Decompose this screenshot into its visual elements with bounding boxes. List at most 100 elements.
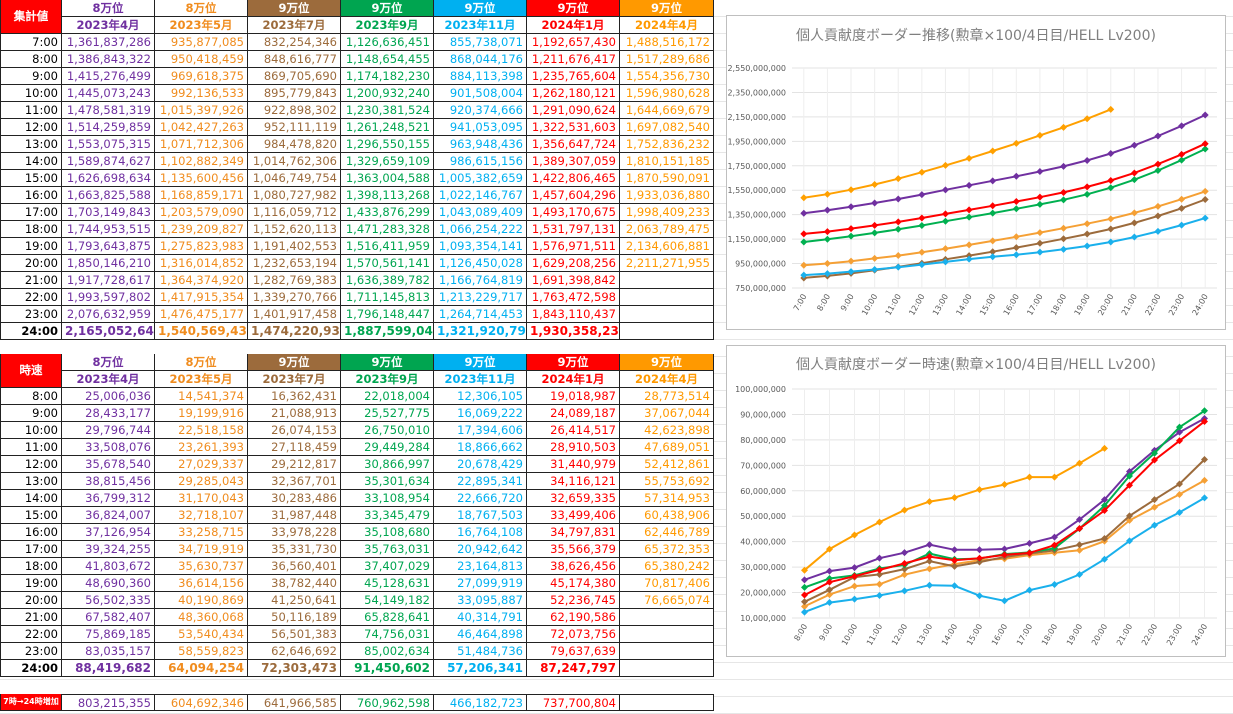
y-tick-label: 10,000,000 bbox=[740, 614, 786, 623]
value-cell: 22,666,720 bbox=[434, 490, 527, 507]
value-cell bbox=[620, 272, 714, 289]
point-marker bbox=[1060, 196, 1068, 204]
point-marker bbox=[1026, 539, 1033, 547]
y-tick-label: 90,000,000 bbox=[740, 410, 786, 419]
value-cell: 2,165,052,641 bbox=[62, 323, 155, 340]
point-marker bbox=[1130, 169, 1138, 177]
x-tick-label: 17:00 bbox=[1015, 623, 1034, 647]
point-marker bbox=[989, 237, 997, 245]
value-cell: 33,095,887 bbox=[434, 592, 527, 609]
time-cell: 14:00 bbox=[0, 153, 62, 170]
value-cell: 27,029,337 bbox=[155, 456, 248, 473]
value-cell bbox=[620, 660, 714, 677]
value-cell: 35,763,031 bbox=[341, 541, 434, 558]
point-marker bbox=[876, 570, 883, 578]
value-cell: 22,518,158 bbox=[155, 422, 248, 439]
value-cell: 1,514,259,859 bbox=[62, 119, 155, 136]
rank-header: 9万位 bbox=[620, 0, 714, 17]
value-cell bbox=[620, 323, 714, 340]
point-marker bbox=[1107, 238, 1115, 246]
x-tick-label: 14:00 bbox=[940, 623, 959, 647]
x-tick-label: 22:00 bbox=[1140, 623, 1159, 647]
value-cell: 1,264,714,453 bbox=[434, 306, 527, 323]
value-cell: 1,457,604,296 bbox=[527, 187, 620, 204]
value-cell: 1,998,409,233 bbox=[620, 204, 714, 221]
value-cell: 24,089,187 bbox=[527, 405, 620, 422]
value-cell: 26,074,153 bbox=[248, 422, 341, 439]
value-cell: 1,517,289,686 bbox=[620, 51, 714, 68]
period-header: 2023年11月 bbox=[434, 17, 527, 34]
value-cell: 1,389,307,059 bbox=[527, 153, 620, 170]
value-cell: 1,697,082,540 bbox=[620, 119, 714, 136]
y-tick-label: 2,550,000,000 bbox=[727, 64, 786, 73]
point-marker bbox=[1151, 503, 1158, 511]
point-marker bbox=[951, 582, 958, 590]
point-marker bbox=[1036, 248, 1044, 256]
value-cell: 31,440,979 bbox=[527, 456, 620, 473]
value-cell: 45,174,380 bbox=[527, 575, 620, 592]
point-marker bbox=[894, 225, 902, 233]
point-marker bbox=[801, 608, 808, 616]
value-cell: 895,779,843 bbox=[248, 85, 341, 102]
chart-title: 個人貢献度ボーダー時速(勲章×100/4日目/HELL Lv200) bbox=[796, 356, 1156, 373]
point-marker bbox=[1026, 586, 1033, 594]
point-marker bbox=[851, 572, 858, 580]
time-cell: 10:00 bbox=[0, 85, 62, 102]
point-marker bbox=[1036, 239, 1044, 247]
value-cell: 37,126,954 bbox=[62, 524, 155, 541]
value-cell: 26,414,517 bbox=[527, 422, 620, 439]
value-cell: 18,767,503 bbox=[434, 507, 527, 524]
value-cell: 35,566,379 bbox=[527, 541, 620, 558]
y-tick-label: 100,000,000 bbox=[735, 385, 786, 394]
point-marker bbox=[989, 202, 997, 210]
time-cell: 18:00 bbox=[0, 221, 62, 238]
value-cell: 1,043,089,409 bbox=[434, 204, 527, 221]
point-marker bbox=[1154, 202, 1162, 210]
value-cell: 28,773,514 bbox=[620, 388, 714, 405]
point-marker bbox=[1130, 176, 1138, 184]
time-cell: 11:00 bbox=[0, 439, 62, 456]
point-marker bbox=[976, 592, 983, 600]
value-cell: 1,166,764,819 bbox=[434, 272, 527, 289]
point-marker bbox=[918, 222, 926, 230]
value-cell: 1,644,669,679 bbox=[620, 102, 714, 119]
value-cell: 952,111,119 bbox=[248, 119, 341, 136]
rank-header: 9万位 bbox=[434, 354, 527, 371]
value-cell: 26,750,010 bbox=[341, 422, 434, 439]
point-marker bbox=[1178, 156, 1186, 164]
value-cell: 72,303,473 bbox=[248, 660, 341, 677]
value-cell: 1,071,712,306 bbox=[155, 136, 248, 153]
point-marker bbox=[1012, 139, 1020, 147]
value-cell: 1,540,569,431 bbox=[155, 323, 248, 340]
value-cell: 1,046,749,754 bbox=[248, 170, 341, 187]
point-marker bbox=[801, 576, 808, 584]
time-cell: 12:00 bbox=[0, 456, 62, 473]
value-cell: 29,796,744 bbox=[62, 422, 155, 439]
point-marker bbox=[1151, 521, 1158, 529]
value-cell: 35,678,540 bbox=[62, 456, 155, 473]
time-cell: 16:00 bbox=[0, 524, 62, 541]
value-cell: 1,796,148,447 bbox=[341, 306, 434, 323]
point-marker bbox=[951, 562, 958, 570]
point-marker bbox=[1060, 224, 1068, 232]
corner-cell: 集計値 bbox=[0, 0, 62, 34]
point-marker bbox=[1107, 177, 1115, 185]
point-marker bbox=[1036, 131, 1044, 139]
point-marker bbox=[1178, 150, 1186, 158]
rank-header: 9万位 bbox=[341, 354, 434, 371]
point-marker bbox=[926, 553, 933, 561]
point-marker bbox=[976, 554, 983, 562]
point-marker bbox=[1012, 205, 1020, 213]
value-cell: 1,339,270,766 bbox=[248, 289, 341, 306]
value-cell: 868,044,176 bbox=[434, 51, 527, 68]
x-tick-label: 13:00 bbox=[915, 623, 934, 647]
value-cell: 1,168,859,171 bbox=[155, 187, 248, 204]
value-cell: 28,433,177 bbox=[62, 405, 155, 422]
value-cell: 65,380,242 bbox=[620, 558, 714, 575]
point-marker bbox=[989, 248, 997, 256]
value-cell: 87,247,797 bbox=[527, 660, 620, 677]
point-marker bbox=[876, 518, 883, 526]
time-cell: 24:00 bbox=[0, 660, 62, 677]
point-marker bbox=[871, 180, 879, 188]
point-marker bbox=[965, 206, 973, 214]
